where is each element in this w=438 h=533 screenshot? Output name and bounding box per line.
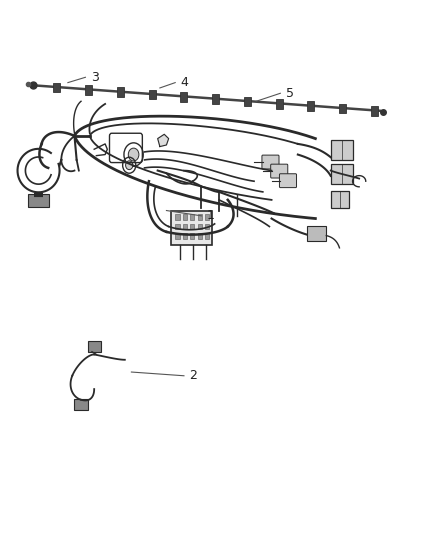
Bar bbox=[148, 90, 156, 99]
Bar bbox=[85, 85, 92, 95]
Text: 2: 2 bbox=[189, 369, 197, 382]
Text: 5: 5 bbox=[286, 87, 293, 100]
Bar bbox=[339, 104, 346, 114]
Bar bbox=[183, 224, 187, 229]
FancyBboxPatch shape bbox=[271, 164, 288, 178]
Bar bbox=[180, 92, 187, 102]
Circle shape bbox=[128, 148, 139, 161]
Bar bbox=[88, 341, 101, 352]
Text: 4: 4 bbox=[180, 76, 188, 89]
Bar bbox=[205, 214, 209, 220]
Circle shape bbox=[126, 161, 133, 169]
Bar bbox=[28, 194, 49, 207]
Bar bbox=[117, 87, 124, 97]
Bar bbox=[171, 211, 212, 245]
Bar bbox=[307, 101, 314, 111]
FancyBboxPatch shape bbox=[279, 174, 297, 188]
Bar bbox=[53, 83, 60, 92]
Polygon shape bbox=[158, 134, 169, 147]
Bar bbox=[183, 214, 187, 220]
Bar bbox=[331, 164, 353, 184]
Text: 1: 1 bbox=[207, 209, 215, 222]
Bar bbox=[74, 399, 88, 410]
Bar bbox=[331, 140, 353, 160]
Text: 3: 3 bbox=[91, 71, 99, 84]
FancyBboxPatch shape bbox=[262, 155, 279, 169]
Bar bbox=[205, 233, 209, 239]
Bar bbox=[175, 214, 180, 220]
Bar bbox=[198, 214, 202, 220]
Bar bbox=[175, 224, 180, 229]
Bar bbox=[175, 233, 180, 239]
Bar bbox=[307, 226, 326, 241]
Bar bbox=[190, 214, 194, 220]
Bar bbox=[198, 224, 202, 229]
Bar bbox=[198, 233, 202, 239]
Bar bbox=[190, 224, 194, 229]
Bar bbox=[276, 99, 283, 109]
Bar bbox=[331, 191, 349, 208]
Bar bbox=[371, 106, 378, 116]
Bar bbox=[212, 94, 219, 104]
Bar bbox=[205, 224, 209, 229]
Bar bbox=[244, 97, 251, 107]
Bar bbox=[183, 233, 187, 239]
Bar bbox=[190, 233, 194, 239]
